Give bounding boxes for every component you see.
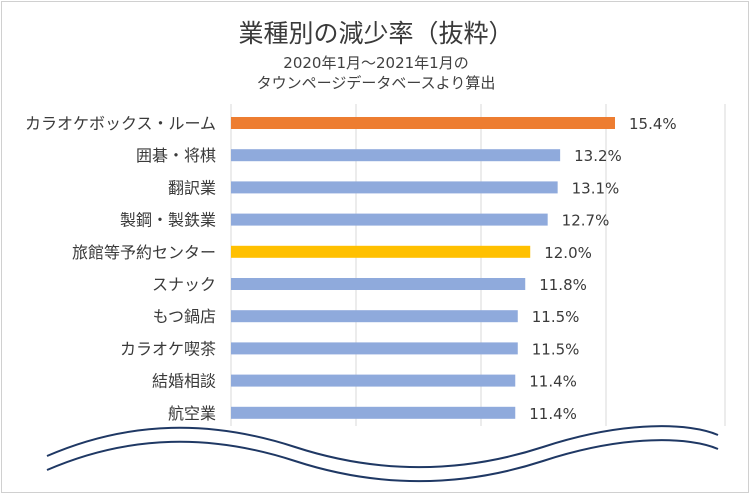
data-label: 11.8% bbox=[539, 276, 587, 294]
bar bbox=[231, 374, 516, 387]
category-label: カラオケ喫茶 bbox=[120, 339, 216, 358]
bar bbox=[231, 310, 518, 323]
bar bbox=[231, 278, 526, 290]
category-label: もつ鍋店 bbox=[153, 307, 216, 326]
data-label: 11.5% bbox=[532, 308, 580, 326]
bar bbox=[231, 117, 615, 129]
category-label: 航空業 bbox=[168, 404, 216, 423]
axis-break-wave-upper bbox=[46, 425, 719, 469]
category-label: 翻訳業 bbox=[168, 178, 216, 197]
data-label: 12.7% bbox=[562, 212, 610, 230]
bar bbox=[231, 406, 516, 419]
chart-subtitle-line2: タウンページデータベースより算出 bbox=[256, 74, 496, 92]
category-label: カラオケボックス・ルーム bbox=[25, 114, 216, 133]
data-label: 13.1% bbox=[572, 179, 620, 197]
data-label: 15.4% bbox=[629, 115, 677, 133]
data-label: 11.4% bbox=[529, 373, 577, 391]
chart-subtitle-line1: 2020年1月～2021年1月の bbox=[283, 54, 469, 72]
category-label: 製鋼・製鉄業 bbox=[120, 211, 216, 230]
bars: カラオケボックス・ルーム 15.4% 囲碁・将棋 13.2% 翻訳業 13.1% 製鋼・製鉄… bbox=[25, 114, 677, 423]
axis-break-wave-lower bbox=[46, 439, 719, 483]
category-label: 旅館等予約センター bbox=[72, 243, 216, 262]
bar bbox=[231, 245, 531, 258]
bar bbox=[231, 213, 548, 226]
data-label: 13.2% bbox=[574, 147, 622, 165]
category-label: 囲碁・将棋 bbox=[136, 146, 216, 165]
bar bbox=[231, 342, 518, 355]
axis-break bbox=[46, 425, 719, 483]
category-label: スナック bbox=[152, 275, 216, 294]
data-label: 11.4% bbox=[529, 405, 577, 423]
data-label: 11.5% bbox=[532, 340, 580, 358]
data-label: 12.0% bbox=[544, 244, 592, 262]
bar bbox=[231, 149, 561, 162]
bar bbox=[231, 181, 558, 194]
category-label: 結婚相談 bbox=[152, 372, 216, 391]
chart-title: 業種別の減少率（抜粋） bbox=[238, 19, 514, 48]
